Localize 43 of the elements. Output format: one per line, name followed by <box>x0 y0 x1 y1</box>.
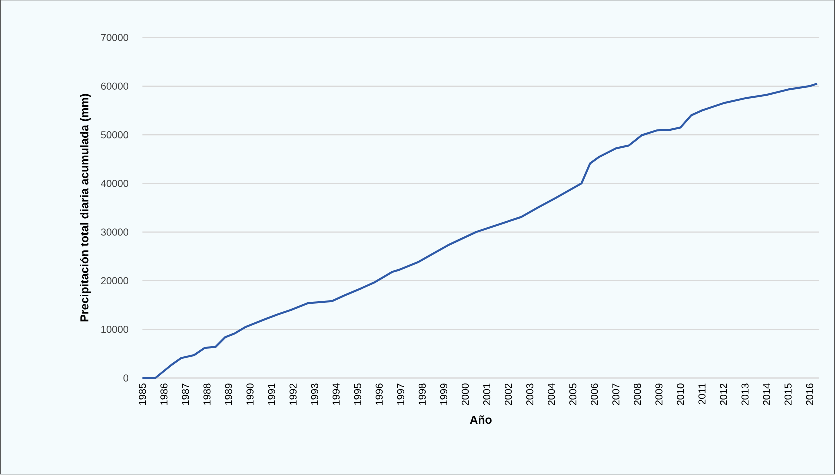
x-tick-label: 2001 <box>483 384 491 406</box>
x-tick-label: 2000 <box>462 384 470 406</box>
x-tick-label: 1988 <box>204 384 211 405</box>
x-tick-label: 2010 <box>677 384 684 406</box>
x-tick-label: 2007 <box>612 384 620 406</box>
x-tick-label: 1995 <box>354 384 362 405</box>
x-tick-label: 2012 <box>720 384 728 406</box>
y-tick-label: 50000 <box>101 131 129 139</box>
x-tick-label: 2016 <box>806 384 814 406</box>
x-tick-label: 1990 <box>246 384 254 405</box>
x-tick-label: 2006 <box>591 384 598 406</box>
x-tick-label: 2014 <box>763 384 770 406</box>
y-tick-label: 60000 <box>101 82 129 90</box>
x-tick-label: 2008 <box>634 384 642 406</box>
y-tick-label: 0 <box>124 374 129 382</box>
x-tick-label: 1999 <box>440 384 448 405</box>
y-tick-label: 40000 <box>101 180 129 188</box>
y-tick-label: 10000 <box>102 326 129 334</box>
y-tick-label: 70000 <box>101 34 129 42</box>
x-tick-label: 1985 <box>139 384 146 405</box>
x-tick-label: 2013 <box>742 384 749 406</box>
x-tick-label: 2009 <box>656 384 663 406</box>
x-tick-label: 1989 <box>225 384 232 405</box>
y-tick-label: 30000 <box>101 228 129 236</box>
line-series <box>142 82 818 380</box>
x-tick-label: 1997 <box>397 384 404 405</box>
y-axis-title: Precipitación total diaria acumulada (mm) <box>80 94 91 322</box>
x-tick-label: 2002 <box>504 384 512 406</box>
x-tick-label: 1987 <box>182 384 190 405</box>
x-tick-label: 1993 <box>311 384 318 405</box>
x-tick-label: 1998 <box>418 384 426 405</box>
y-tick-label: 20000 <box>101 277 129 284</box>
x-tick-label: 2003 <box>526 384 534 406</box>
x-tick-label: 1996 <box>376 384 383 405</box>
x-tick-label: 2005 <box>570 384 577 406</box>
x-tick-label: 2011 <box>698 384 706 404</box>
x-tick-label: 1994 <box>332 384 340 405</box>
x-tick-label: 1986 <box>160 384 168 405</box>
x-tick-label: 1992 <box>290 384 297 405</box>
x-tick-label: 1991 <box>268 384 276 405</box>
x-axis-title: Año <box>470 416 492 424</box>
x-tick-label: 2004 <box>548 384 556 406</box>
x-tick-label: 2015 <box>784 384 792 406</box>
